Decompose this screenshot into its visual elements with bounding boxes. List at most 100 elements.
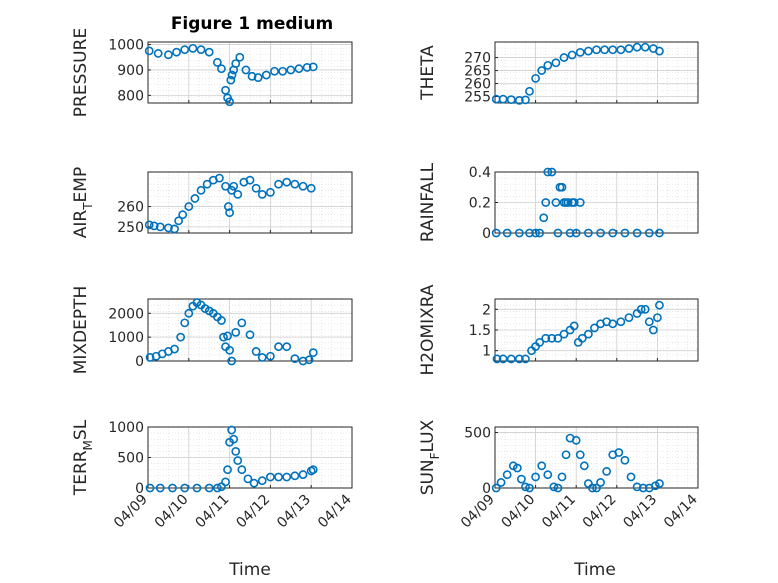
data-point [583, 46, 593, 56]
y-tick-label: 2000 [108, 306, 144, 322]
axes-box [147, 298, 353, 362]
data-point [245, 175, 255, 185]
y-axis-label: SUNFLUX [418, 419, 442, 495]
data-point [202, 179, 212, 189]
data-point [221, 85, 230, 95]
data-point [286, 65, 296, 75]
y-tick-label: 0 [482, 226, 491, 242]
data-point [196, 185, 206, 195]
data-point [231, 59, 241, 69]
data-point [624, 313, 634, 322]
y-tick-label: 250 [117, 220, 144, 236]
y-tick-label: 0.2 [469, 196, 491, 212]
data-point [214, 173, 224, 183]
data-point [155, 483, 165, 493]
data-point [592, 45, 601, 55]
data-point [298, 181, 308, 191]
data-point [655, 46, 664, 56]
data-point [571, 228, 581, 238]
data-point [506, 95, 516, 105]
data-point [155, 222, 165, 232]
data-point [531, 472, 540, 482]
data-point [559, 329, 569, 339]
data-point [561, 450, 571, 460]
y-tick-label: 900 [117, 63, 144, 79]
y-tick-label: 0 [135, 354, 144, 370]
data-point [616, 45, 626, 55]
data-point [251, 183, 261, 193]
x-tick-label: 04/12 [233, 492, 273, 532]
data-point [261, 70, 271, 80]
data-point [590, 323, 599, 333]
data-point [172, 47, 181, 57]
y-axis-label: H2OMIXRA [418, 284, 438, 375]
data-point [231, 327, 241, 337]
data-point [583, 228, 593, 238]
data-point [227, 425, 237, 435]
data-point [176, 332, 186, 342]
data-point [226, 75, 236, 85]
data-point [525, 86, 534, 96]
data-point [502, 470, 512, 480]
data-point [648, 325, 658, 335]
data-point [537, 461, 547, 471]
data-point [282, 472, 292, 482]
data-point [184, 308, 194, 318]
data-point [491, 483, 501, 493]
data-point [569, 321, 579, 331]
data-point [290, 179, 300, 189]
data-point [496, 478, 506, 487]
data-point [592, 483, 601, 493]
data-point [180, 318, 190, 328]
data-point [223, 465, 232, 475]
x-tick-label: 04/11 [193, 492, 233, 532]
data-point [531, 228, 540, 238]
data-point [298, 356, 308, 366]
data-point [575, 47, 585, 57]
data-point [516, 474, 526, 484]
y-tick-label: 1 [482, 344, 491, 360]
y-tick-label: 500 [117, 451, 144, 467]
data-point [588, 483, 597, 493]
data-point [531, 73, 540, 83]
x-tick-label: 04/09 [111, 492, 151, 532]
data-point [290, 354, 300, 364]
data-point [655, 228, 664, 238]
data-point [190, 194, 200, 203]
data-point [620, 455, 630, 465]
data-point [614, 448, 624, 457]
data-point [265, 472, 275, 482]
data-point [245, 330, 255, 340]
data-point [636, 304, 646, 314]
data-point [632, 482, 642, 492]
data-point [231, 446, 241, 456]
data-point [638, 483, 648, 493]
data-point [557, 472, 567, 482]
data-point [163, 50, 173, 60]
data-point [188, 43, 198, 53]
data-point [294, 64, 304, 74]
data-point [298, 470, 308, 479]
data-point [602, 466, 612, 476]
data-point [557, 182, 567, 192]
data-point [632, 228, 642, 238]
data-point [217, 316, 226, 325]
data-point [547, 167, 557, 177]
data-point [608, 45, 618, 55]
data-point [553, 333, 563, 343]
data-point [596, 228, 605, 238]
x-tick-label: 04/11 [539, 492, 579, 532]
subplot-5: 0 1000 2000 MIXDEPTH [71, 286, 353, 374]
data-point [535, 337, 545, 347]
data-point [498, 94, 508, 104]
data-point [212, 483, 222, 493]
data-point [616, 317, 626, 327]
data-point [577, 333, 587, 343]
data-point [308, 348, 318, 358]
data-point [521, 482, 530, 492]
data-point [237, 318, 247, 328]
data-point [543, 167, 553, 177]
y-tick-label: 265 [464, 64, 491, 80]
data-point [551, 198, 561, 207]
